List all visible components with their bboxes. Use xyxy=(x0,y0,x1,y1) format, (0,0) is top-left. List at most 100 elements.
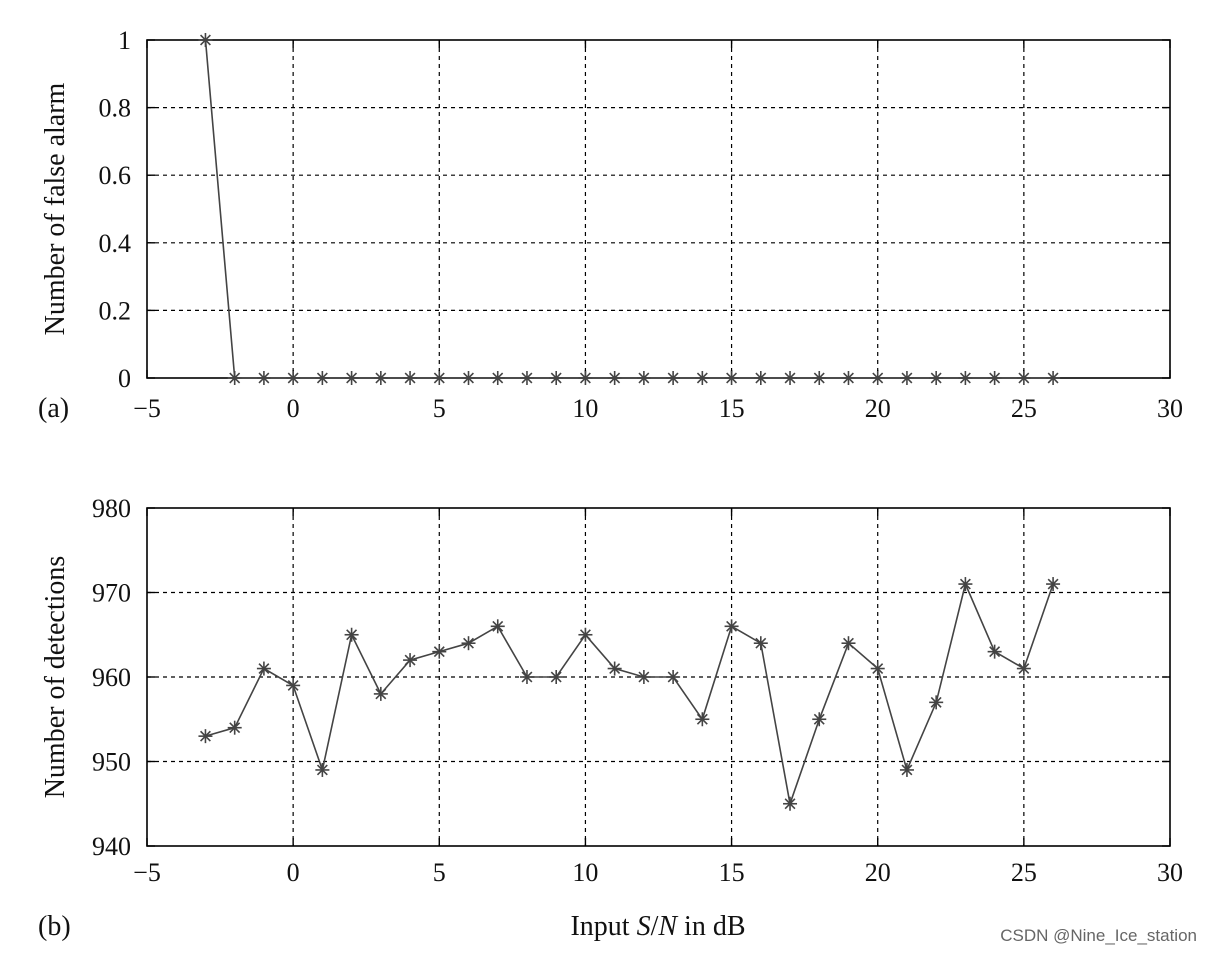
x-tick-label: 0 xyxy=(287,858,300,887)
x-tick-label: 5 xyxy=(433,858,446,887)
panel-label: (b) xyxy=(38,911,71,942)
marker-stroke xyxy=(638,372,650,384)
data-point-marker xyxy=(899,371,914,385)
data-point-marker xyxy=(432,371,447,385)
marker-stroke xyxy=(1018,663,1030,675)
marker-stroke xyxy=(1047,372,1059,384)
marker-stroke xyxy=(258,663,270,675)
x-tick-label: 15 xyxy=(719,394,745,423)
marker-stroke xyxy=(813,372,825,384)
marker-stroke xyxy=(199,34,211,46)
data-point-marker xyxy=(198,33,213,47)
data-point-marker xyxy=(490,619,505,634)
data-point-marker xyxy=(812,371,827,385)
x-tick-label: 30 xyxy=(1157,858,1183,887)
data-point-marker xyxy=(1016,661,1031,676)
data-point-marker xyxy=(286,371,301,385)
data-point-marker xyxy=(870,661,885,676)
data-point-marker xyxy=(578,627,593,642)
y-axis-title: Number of false alarm xyxy=(40,82,71,335)
marker-stroke xyxy=(813,713,825,725)
marker-stroke xyxy=(316,372,328,384)
marker-stroke xyxy=(258,372,270,384)
data-point-marker xyxy=(198,729,213,744)
marker-stroke xyxy=(784,372,796,384)
data-point-marker xyxy=(432,644,447,659)
x-tick-label: 20 xyxy=(865,858,891,887)
marker-stroke xyxy=(959,578,971,590)
data-point-marker xyxy=(344,627,359,642)
marker-stroke xyxy=(433,372,445,384)
marker-stroke xyxy=(638,671,650,683)
y-axis-title: Number of detections xyxy=(40,556,71,799)
y-tick-label: 0.6 xyxy=(99,161,132,190)
marker-stroke xyxy=(433,646,445,658)
marker-stroke xyxy=(287,372,299,384)
data-point-marker xyxy=(256,661,271,676)
data-point-marker xyxy=(519,371,534,385)
marker-stroke xyxy=(872,372,884,384)
data-point-marker xyxy=(1046,371,1061,385)
marker-stroke xyxy=(609,372,621,384)
y-tick-label: 0 xyxy=(118,364,131,393)
marker-stroke xyxy=(696,713,708,725)
data-point-marker xyxy=(490,371,505,385)
marker-stroke xyxy=(726,372,738,384)
marker-stroke xyxy=(901,372,913,384)
y-tick-label: 960 xyxy=(92,663,131,692)
marker-stroke xyxy=(609,663,621,675)
marker-stroke xyxy=(930,696,942,708)
marker-stroke xyxy=(404,654,416,666)
data-point-marker xyxy=(373,686,388,701)
marker-stroke xyxy=(579,372,591,384)
x-tick-label: 10 xyxy=(572,858,598,887)
data-point-marker xyxy=(724,619,739,634)
x-tick-label: 0 xyxy=(287,394,300,423)
data-point-marker xyxy=(607,371,622,385)
data-point-marker xyxy=(987,371,1002,385)
data-point-marker xyxy=(753,371,768,385)
data-point-marker xyxy=(958,577,973,592)
marker-stroke xyxy=(959,372,971,384)
marker-stroke xyxy=(463,637,474,649)
data-point-marker xyxy=(1016,371,1031,385)
data-point-marker xyxy=(724,371,739,385)
data-point-marker xyxy=(870,371,885,385)
data-point-marker xyxy=(929,695,944,710)
data-point-marker xyxy=(841,636,856,651)
marker-stroke xyxy=(521,671,533,683)
marker-stroke xyxy=(872,663,884,675)
data-point-marker xyxy=(636,670,651,684)
marker-stroke xyxy=(901,764,913,776)
data-point-marker xyxy=(403,653,418,668)
marker-stroke xyxy=(550,671,562,683)
marker-stroke xyxy=(930,372,942,384)
marker-stroke xyxy=(755,372,767,384)
x-tick-label: −5 xyxy=(133,394,161,423)
data-point-marker xyxy=(783,371,798,385)
data-point-marker xyxy=(783,796,798,811)
y-tick-label: 1 xyxy=(118,26,131,55)
marker-stroke xyxy=(989,646,1001,658)
x-tick-label: 25 xyxy=(1011,394,1037,423)
marker-stroke xyxy=(375,688,387,700)
x-tick-label: −5 xyxy=(133,858,161,887)
data-point-marker xyxy=(344,371,359,385)
y-tick-label: 980 xyxy=(92,494,131,523)
data-point-marker xyxy=(636,371,651,385)
x-tick-label: 15 xyxy=(719,858,745,887)
marker-stroke xyxy=(346,372,358,384)
marker-stroke xyxy=(989,372,1001,384)
y-tick-label: 940 xyxy=(92,832,131,861)
data-point-marker xyxy=(607,661,622,676)
y-tick-label: 950 xyxy=(92,748,131,777)
data-point-marker xyxy=(578,371,593,385)
series-line xyxy=(204,39,1054,379)
marker-stroke xyxy=(404,372,416,384)
data-point-marker xyxy=(549,670,564,684)
y-tick-label: 970 xyxy=(92,579,131,608)
data-point-marker xyxy=(227,371,242,385)
data-point-marker xyxy=(753,636,768,651)
x-tick-label: 5 xyxy=(433,394,446,423)
